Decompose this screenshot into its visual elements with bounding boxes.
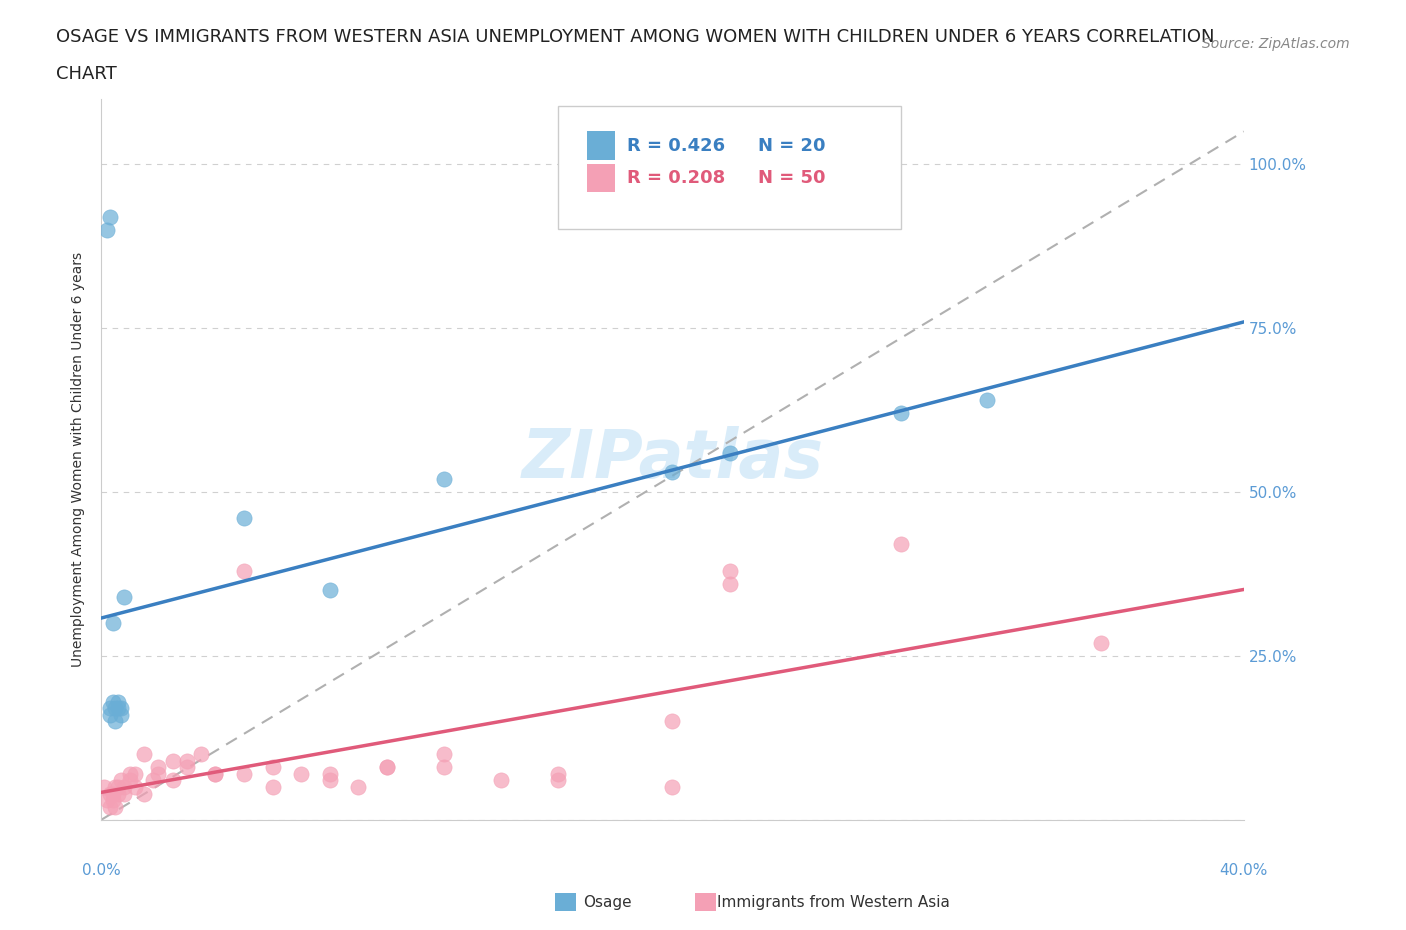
Text: Immigrants from Western Asia: Immigrants from Western Asia <box>717 895 950 910</box>
Point <box>433 472 456 486</box>
Point <box>489 773 512 788</box>
Point <box>233 766 256 781</box>
FancyBboxPatch shape <box>558 106 901 229</box>
Point <box>661 714 683 729</box>
Point <box>204 766 226 781</box>
Point <box>101 786 124 801</box>
Text: CHART: CHART <box>56 65 117 83</box>
Point <box>148 766 170 781</box>
Y-axis label: Unemployment Among Women with Children Under 6 years: Unemployment Among Women with Children U… <box>72 252 86 667</box>
Point <box>162 753 184 768</box>
Point <box>375 760 398 775</box>
Point <box>101 616 124 631</box>
Text: 0.0%: 0.0% <box>82 863 121 878</box>
Point <box>98 701 121 716</box>
Point <box>142 773 165 788</box>
Point <box>112 590 135 604</box>
Point <box>162 773 184 788</box>
Point <box>107 786 129 801</box>
Point <box>319 773 342 788</box>
Point <box>233 564 256 578</box>
Point <box>890 537 912 551</box>
Point <box>718 577 741 591</box>
Point <box>107 779 129 794</box>
Point <box>718 564 741 578</box>
Point <box>661 465 683 480</box>
Text: N = 20: N = 20 <box>758 137 825 154</box>
Point <box>104 714 127 729</box>
Point <box>118 773 141 788</box>
Point <box>290 766 312 781</box>
Text: ZIPatlas: ZIPatlas <box>522 426 824 492</box>
Point <box>104 799 127 814</box>
Point <box>118 766 141 781</box>
Bar <box>586 131 616 160</box>
Point <box>107 695 129 710</box>
Point <box>347 779 370 794</box>
Point <box>110 708 132 723</box>
Point <box>107 701 129 716</box>
Point <box>204 766 226 781</box>
Text: R = 0.426: R = 0.426 <box>627 137 725 154</box>
Point <box>112 779 135 794</box>
Bar <box>586 164 616 193</box>
Point <box>112 786 135 801</box>
Point <box>319 766 342 781</box>
Point <box>319 583 342 598</box>
Point <box>433 747 456 762</box>
Point <box>718 445 741 460</box>
Text: N = 50: N = 50 <box>758 169 825 187</box>
Point <box>124 766 146 781</box>
Text: R = 0.208: R = 0.208 <box>627 169 725 187</box>
Point <box>262 760 284 775</box>
Point <box>176 753 198 768</box>
Point <box>124 779 146 794</box>
Point <box>110 701 132 716</box>
Point <box>98 799 121 814</box>
Point <box>262 779 284 794</box>
Point <box>890 405 912 420</box>
Point <box>233 511 256 525</box>
Point <box>110 773 132 788</box>
Text: 40.0%: 40.0% <box>1219 863 1268 878</box>
Point <box>98 708 121 723</box>
Point <box>96 792 118 807</box>
Point <box>104 779 127 794</box>
Point <box>976 392 998 407</box>
Text: OSAGE VS IMMIGRANTS FROM WESTERN ASIA UNEMPLOYMENT AMONG WOMEN WITH CHILDREN UND: OSAGE VS IMMIGRANTS FROM WESTERN ASIA UN… <box>56 28 1215 46</box>
Point <box>433 760 456 775</box>
Point <box>104 701 127 716</box>
Point <box>132 747 155 762</box>
Point <box>547 773 569 788</box>
Point <box>190 747 212 762</box>
Point <box>101 695 124 710</box>
Text: Osage: Osage <box>583 895 633 910</box>
Point <box>96 222 118 237</box>
Point <box>176 760 198 775</box>
Point <box>98 209 121 224</box>
Point <box>101 792 124 807</box>
Point <box>93 779 115 794</box>
Point <box>98 786 121 801</box>
Point <box>132 786 155 801</box>
Point <box>1090 635 1112 650</box>
Point <box>661 779 683 794</box>
Point <box>375 760 398 775</box>
Text: Source: ZipAtlas.com: Source: ZipAtlas.com <box>1202 37 1350 51</box>
Point <box>148 760 170 775</box>
Point <box>547 766 569 781</box>
